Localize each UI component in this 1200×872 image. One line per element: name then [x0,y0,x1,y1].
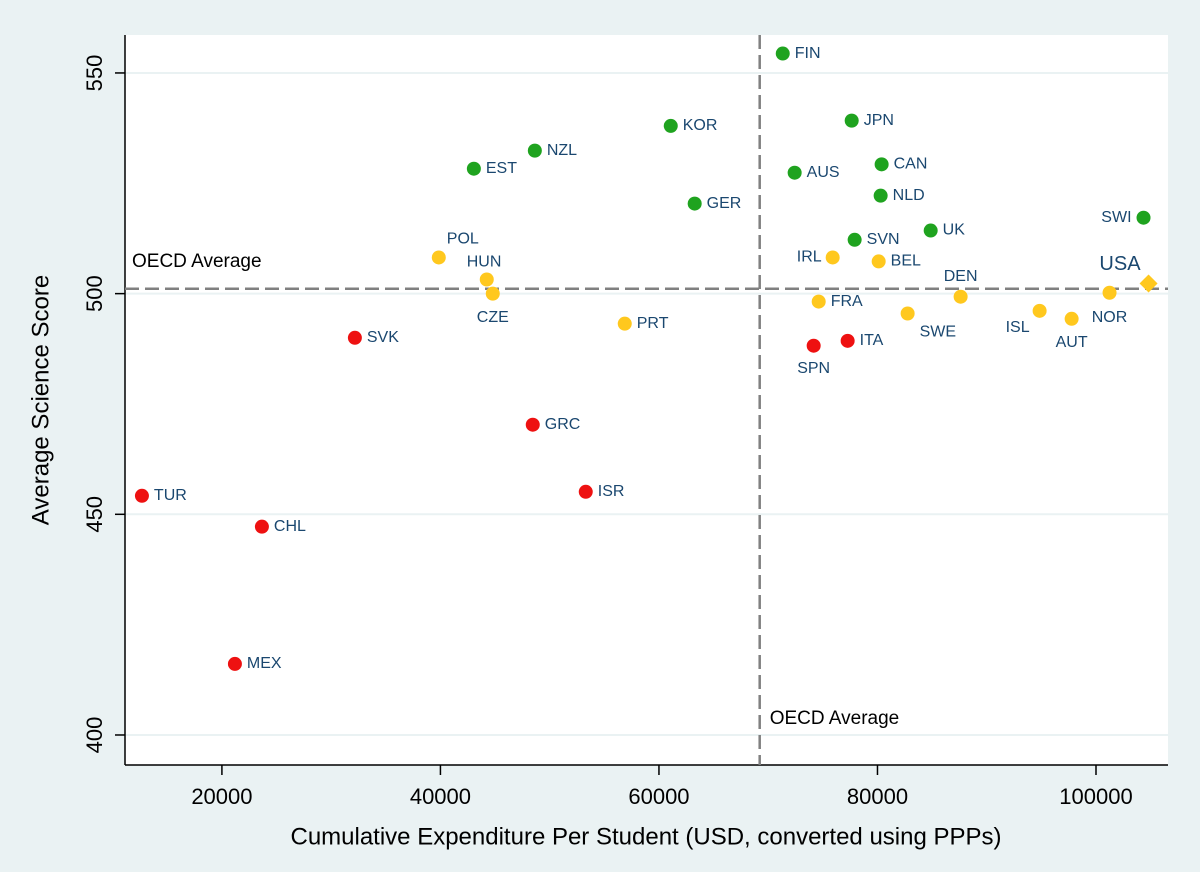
y-axis-title: Average Science Score [27,275,54,525]
point [687,196,702,211]
point-label: GRC [545,416,581,433]
point-label: SVN [867,231,900,248]
x-tick-label: 80000 [847,784,908,809]
point [347,330,362,345]
point [578,484,593,499]
point [1064,311,1079,326]
x-tick-label: 60000 [628,784,689,809]
point [787,165,802,180]
point [525,417,540,432]
point-label: ISL [1006,319,1030,336]
point-label: SPN [797,360,830,377]
point-label: ITA [860,332,884,349]
point-label: GER [707,195,742,212]
point-label: IRL [797,249,822,266]
point-label: POL [447,231,479,248]
point-label: AUS [807,164,840,181]
point-label: CZE [477,309,509,326]
point-label: NLD [893,187,925,204]
x-tick-label: 100000 [1059,784,1132,809]
point-label: PRT [637,315,669,332]
point-label: CHL [274,518,306,535]
point [840,333,855,348]
point [806,338,821,353]
x-axis-title: Cumulative Expenditure Per Student (USD,… [290,823,1001,850]
point [466,161,481,176]
point-label: DEN [944,268,978,285]
point [873,188,888,203]
x-tick-label: 40000 [410,784,471,809]
point [431,250,446,265]
point [953,289,968,304]
point [874,157,889,172]
point [844,113,859,128]
point-label: AUT [1056,334,1088,351]
point [1139,274,1158,293]
point [663,118,678,133]
x-tick-label: 20000 [191,784,252,809]
point [479,272,494,287]
point [134,488,149,503]
plot-area [125,35,1168,765]
point-label: FRA [831,293,863,310]
point-label: SWI [1101,209,1131,226]
reference-label: OECD Average [770,708,900,729]
point [775,46,790,61]
point-label: BEL [891,253,921,270]
point-label: MEX [247,655,282,672]
point-label: SVK [367,329,399,346]
y-tick-label: 550 [82,55,107,92]
point-label: TUR [154,487,187,504]
point-label: NOR [1092,309,1128,326]
reference-label: OECD Average [132,251,262,272]
point [1032,303,1047,318]
point-label: SWE [920,324,956,341]
point-label: JPN [864,112,894,129]
y-tick-label: 400 [82,717,107,754]
point-label: FIN [795,45,821,62]
point-label: UK [943,222,966,239]
point-label: EST [486,160,517,177]
point-label: NZL [547,142,577,159]
point [1136,210,1151,225]
point [254,519,269,534]
point-label: CAN [894,156,928,173]
point-label: KOR [683,117,718,134]
y-tick-label: 450 [82,496,107,533]
y-tick-label: 500 [82,275,107,312]
point [527,143,542,158]
point [485,286,500,301]
point-label: ISR [598,483,625,500]
point [1102,285,1117,300]
point-label: USA [1099,253,1141,275]
point [811,294,826,309]
point [617,316,632,331]
point [825,250,840,265]
point-label: HUN [467,254,502,271]
point [871,254,886,269]
point [227,656,242,671]
point [923,223,938,238]
point [847,232,862,247]
point [900,306,915,321]
